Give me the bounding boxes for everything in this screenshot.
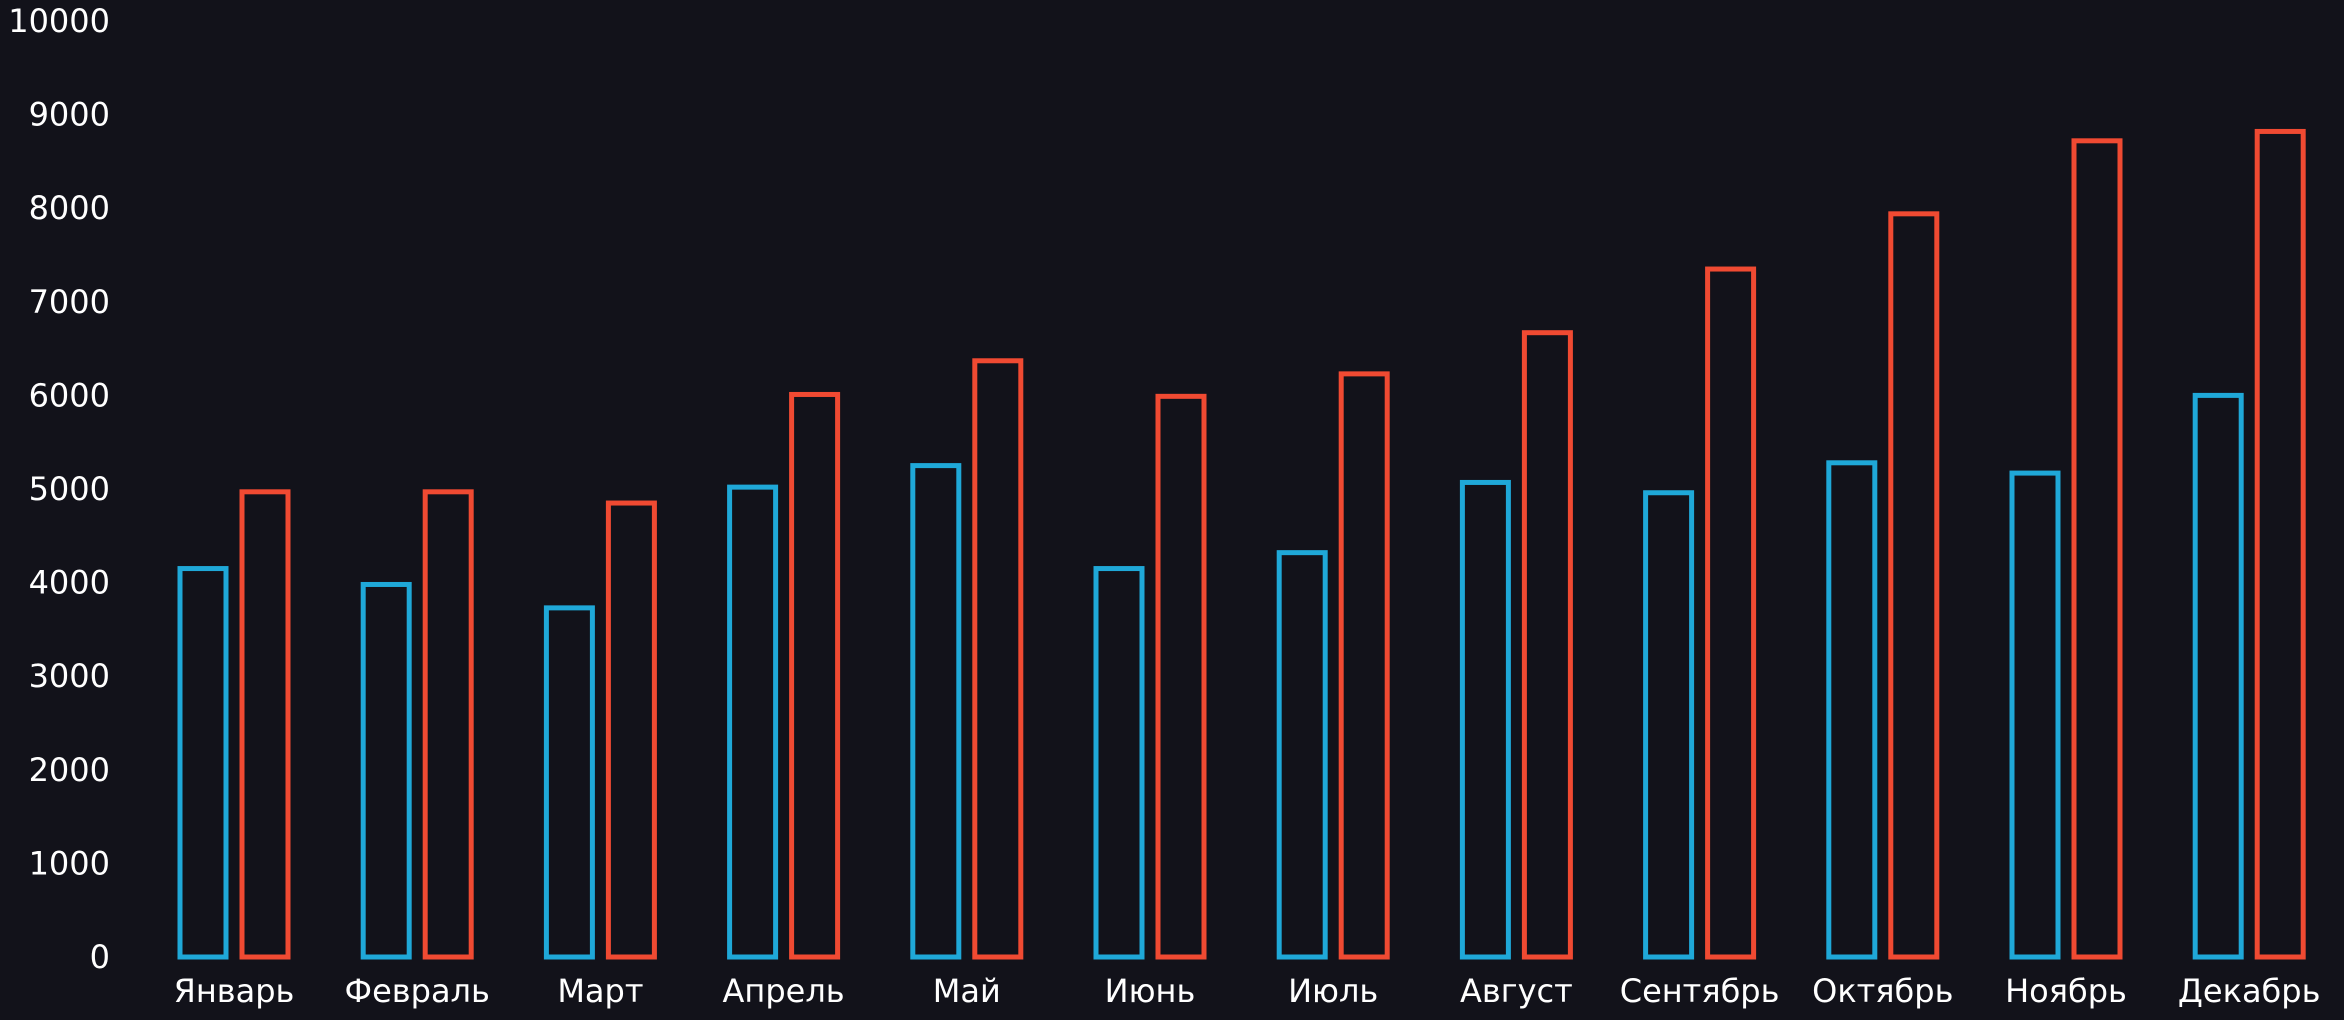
bar-series-2 <box>1338 371 1390 960</box>
bar-series-1 <box>360 581 412 960</box>
bar-series-2 <box>972 358 1024 960</box>
bar-series-2 <box>2254 128 2306 960</box>
x-tick-label: Сентябрь <box>1620 972 1780 1010</box>
x-tick-label: Апрель <box>723 972 845 1010</box>
bar-series-2 <box>2071 138 2123 960</box>
y-tick-label: 4000 <box>29 564 110 602</box>
bar-series-1 <box>2009 470 2061 960</box>
y-tick-label: 8000 <box>29 189 110 227</box>
y-tick-label: 1000 <box>29 844 110 882</box>
bar-series-1 <box>543 605 595 960</box>
y-tick-label: 0 <box>90 938 110 976</box>
x-tick-label: Март <box>557 972 643 1010</box>
bar-series-2 <box>1155 393 1207 960</box>
y-tick-label: 10000 <box>8 2 110 40</box>
y-tick-label: 3000 <box>29 657 110 695</box>
bar-series-2 <box>1705 266 1757 960</box>
x-tick-label: Октябрь <box>1812 972 1953 1010</box>
bar-series-2 <box>1521 330 1573 960</box>
x-tick-label: Февраль <box>345 972 490 1010</box>
bar-series-1 <box>1093 566 1145 960</box>
x-axis: Январь Февраль Март Апрель Май Июнь Июль Август… <box>174 972 2321 1010</box>
x-tick-label: Июнь <box>1105 972 1196 1010</box>
bar-series-1 <box>727 484 779 960</box>
bar-series-2 <box>422 489 474 960</box>
bar-series-1 <box>1826 460 1878 960</box>
y-tick-label: 9000 <box>29 96 110 134</box>
x-tick-label: Август <box>1460 972 1573 1010</box>
x-tick-label: Май <box>933 972 1001 1010</box>
x-tick-label: Июль <box>1288 972 1378 1010</box>
bar-series-1 <box>177 566 229 960</box>
y-axis: 0 1000 2000 3000 4000 5000 6000 7000 8000 9000 100… <box>8 2 110 976</box>
bar-series-1 <box>1276 550 1328 960</box>
bar-series-1 <box>910 463 962 960</box>
bar-series-1 <box>1643 490 1695 960</box>
bar-series-2 <box>239 489 291 960</box>
x-tick-label: Январь <box>174 972 295 1010</box>
y-tick-label: 6000 <box>29 376 110 414</box>
bar-series-2 <box>1888 211 1940 960</box>
x-tick-label: Декабрь <box>2178 972 2321 1010</box>
bar-series-2 <box>789 391 841 960</box>
y-tick-label: 2000 <box>29 751 110 789</box>
x-tick-label: Ноябрь <box>2005 972 2127 1010</box>
bar-series-1 <box>2192 392 2244 960</box>
y-tick-label: 7000 <box>29 283 110 321</box>
bar-series-2 <box>605 500 657 960</box>
y-tick-label: 5000 <box>29 470 110 508</box>
bars <box>177 128 2306 960</box>
bar-series-1 <box>1459 479 1511 960</box>
